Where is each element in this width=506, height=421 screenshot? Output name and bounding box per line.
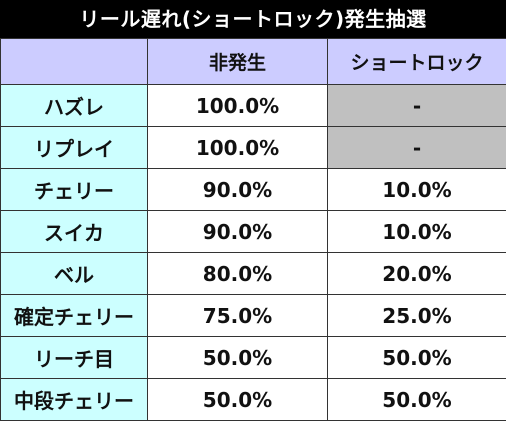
role-cell: 確定チェリー [1,295,148,337]
lottery-table-figure: リール遅れ(ショートロック)発生抽選 非発生 ショートロック ハズレ 100.0… [0,0,506,411]
table-title: リール遅れ(ショートロック)発生抽選 [0,0,506,38]
short-lock-cell: 25.0% [328,295,506,337]
role-cell: リプレイ [1,127,148,169]
non-occurrence-cell: 90.0% [148,211,328,253]
table-row: リーチ目 50.0% 50.0% [1,337,506,379]
short-lock-cell: 10.0% [328,169,506,211]
header-non-occurrence: 非発生 [148,39,328,85]
role-cell: ベル [1,253,148,295]
table-row: 中段チェリー 50.0% 50.0% [1,379,506,421]
non-occurrence-cell: 100.0% [148,127,328,169]
role-cell: ハズレ [1,85,148,127]
short-lock-cell: 10.0% [328,211,506,253]
header-row: 非発生 ショートロック [1,39,506,85]
short-lock-table: 非発生 ショートロック ハズレ 100.0% - リプレイ 100.0% - チ… [0,38,506,421]
non-occurrence-cell: 80.0% [148,253,328,295]
non-occurrence-cell: 50.0% [148,379,328,421]
table-row: リプレイ 100.0% - [1,127,506,169]
short-lock-cell: - [328,85,506,127]
non-occurrence-cell: 100.0% [148,85,328,127]
non-occurrence-cell: 90.0% [148,169,328,211]
header-corner [1,39,148,85]
short-lock-cell: - [328,127,506,169]
short-lock-cell: 50.0% [328,379,506,421]
role-cell: チェリー [1,169,148,211]
role-cell: 中段チェリー [1,379,148,421]
table-row: スイカ 90.0% 10.0% [1,211,506,253]
table-row: ベル 80.0% 20.0% [1,253,506,295]
table-row: チェリー 90.0% 10.0% [1,169,506,211]
table-row: ハズレ 100.0% - [1,85,506,127]
table-row: 確定チェリー 75.0% 25.0% [1,295,506,337]
short-lock-cell: 50.0% [328,337,506,379]
non-occurrence-cell: 50.0% [148,337,328,379]
short-lock-cell: 20.0% [328,253,506,295]
non-occurrence-cell: 75.0% [148,295,328,337]
role-cell: スイカ [1,211,148,253]
role-cell: リーチ目 [1,337,148,379]
header-short-lock: ショートロック [328,39,506,85]
